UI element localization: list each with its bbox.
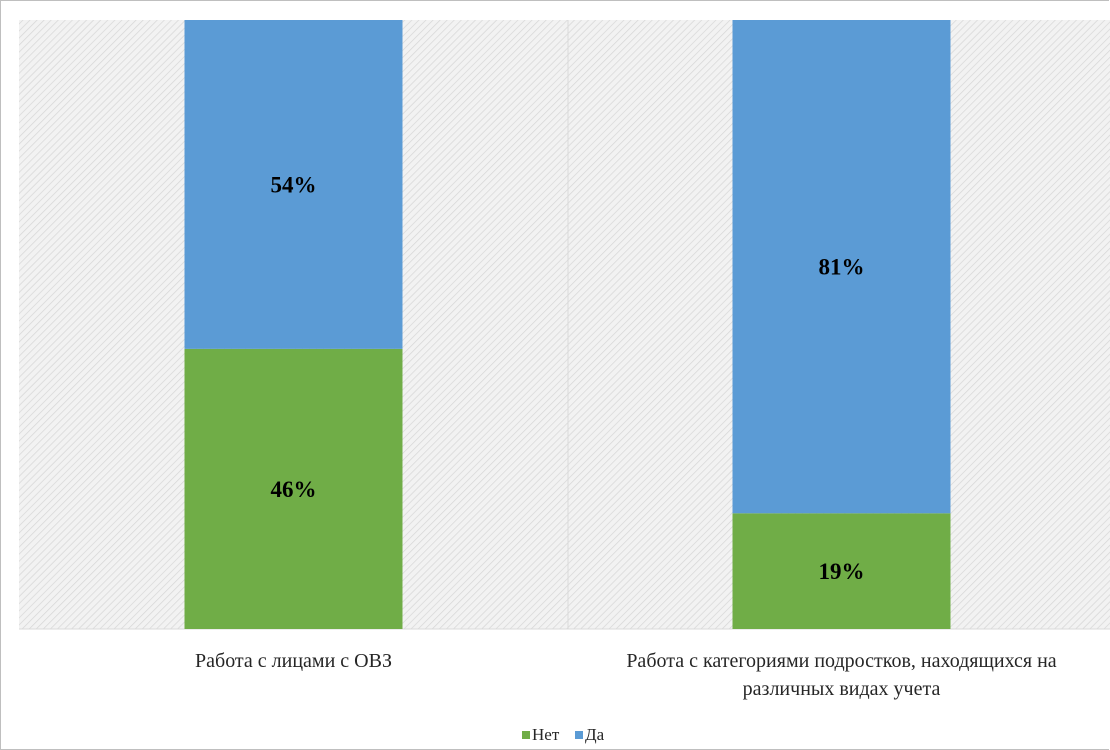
- category-label-2-line-2: различных видах учета: [743, 678, 941, 700]
- legend-swatch-Нет: [522, 731, 530, 739]
- legend-swatch-Да: [575, 731, 583, 739]
- data-label-Нет-2: 19%: [819, 559, 865, 584]
- bars-group: 46% 54% 19% 81%: [184, 20, 951, 629]
- category-label-2-line-1: Работа с категориями подростков, находящ…: [626, 650, 1056, 672]
- bar-Нет-2: [732, 513, 951, 629]
- bar-Нет-1: [184, 348, 403, 629]
- data-label-Нет-1: 46%: [271, 477, 317, 502]
- bar-Да-2: [732, 20, 951, 514]
- legend-label-Нет: Нет: [532, 725, 560, 744]
- category-label-1-line-1: Работа с лицами с ОВЗ: [195, 650, 392, 672]
- legend-label-Да: Да: [585, 725, 605, 744]
- data-label-Да-2: 81%: [819, 255, 865, 280]
- legend: Нет Да: [522, 725, 605, 744]
- data-label-Да-1: 54%: [271, 172, 317, 197]
- bar-Да-1: [184, 20, 403, 349]
- category-labels: Работа с лицами с ОВЗ Работа с категориям…: [195, 650, 1057, 700]
